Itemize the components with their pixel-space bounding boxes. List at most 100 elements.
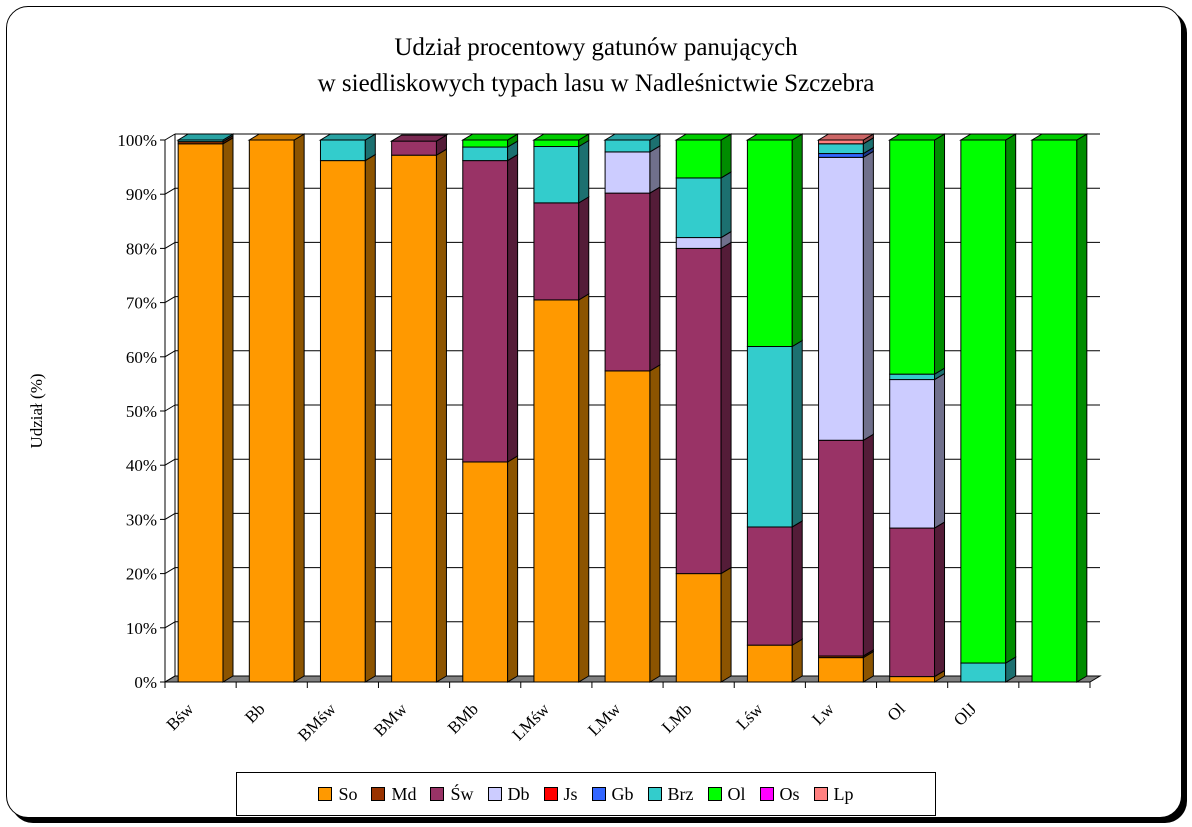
legend-item: So bbox=[318, 784, 357, 805]
bar-stack bbox=[532, 133, 591, 683]
bar-stack bbox=[674, 133, 733, 683]
bar-segment-side bbox=[862, 433, 874, 657]
bar-segment bbox=[818, 153, 864, 158]
bar-segment-side bbox=[507, 153, 519, 463]
bar-segment bbox=[818, 143, 864, 155]
bar-segment bbox=[604, 192, 651, 372]
gridline-side bbox=[164, 133, 176, 141]
bar-stack bbox=[745, 133, 805, 683]
bar-segment-side bbox=[791, 520, 803, 647]
gridline-side bbox=[164, 241, 176, 249]
y-tick-label: 10% bbox=[126, 619, 157, 638]
bar-top bbox=[674, 133, 733, 141]
gridline-side bbox=[164, 296, 176, 304]
gridline-side bbox=[164, 404, 176, 412]
bar-segment-side bbox=[934, 521, 946, 678]
bar-segment bbox=[818, 439, 864, 657]
bar-segment bbox=[462, 160, 509, 463]
bar-top bbox=[389, 134, 449, 142]
bar-segment bbox=[462, 146, 509, 162]
bar-segment-side bbox=[934, 372, 946, 529]
bar-segment bbox=[604, 139, 651, 153]
bar-top bbox=[532, 133, 591, 141]
legend-swatch bbox=[759, 787, 774, 801]
legend-label: Św bbox=[450, 783, 474, 804]
legend-swatch bbox=[487, 787, 502, 801]
y-tick-label: 70% bbox=[126, 294, 157, 313]
legend-swatch bbox=[707, 787, 722, 801]
legend-swatch bbox=[318, 787, 333, 801]
bar-stack bbox=[247, 133, 306, 683]
y-tick-label: 20% bbox=[126, 565, 157, 584]
bar-segment bbox=[889, 379, 936, 529]
bar-segment-side bbox=[578, 195, 590, 301]
bar-segment-side bbox=[222, 136, 234, 683]
bar-segment-side bbox=[720, 566, 732, 683]
bar-segment bbox=[746, 139, 793, 348]
gridline-side bbox=[164, 621, 176, 629]
bar-segment-side bbox=[1005, 133, 1017, 664]
gridline-side bbox=[164, 458, 176, 466]
y-axis-title: Udział (%) bbox=[27, 373, 46, 448]
bar-segment bbox=[533, 139, 580, 148]
bar-segment bbox=[818, 156, 864, 441]
legend-swatch bbox=[813, 787, 828, 801]
legend-item: Os bbox=[759, 784, 800, 805]
bar-segment bbox=[960, 139, 1007, 664]
x-tick-label: LMśw bbox=[508, 699, 553, 744]
bar-segment bbox=[248, 139, 295, 683]
legend-item: Św bbox=[430, 783, 474, 805]
legend-item: Ol bbox=[707, 784, 746, 805]
y-tick-label: 80% bbox=[126, 239, 157, 258]
bar-segment-side bbox=[720, 171, 732, 239]
bar-segment bbox=[675, 237, 722, 249]
x-tick-label: Bśw bbox=[163, 699, 198, 734]
x-tick-label: LMw bbox=[584, 699, 625, 740]
bar-segment bbox=[533, 202, 580, 301]
bar-segment-side bbox=[934, 133, 946, 376]
bar-stack bbox=[460, 133, 520, 683]
bar-top bbox=[745, 133, 805, 141]
bar-top bbox=[816, 133, 876, 141]
y-tick-label: 40% bbox=[126, 456, 157, 475]
legend-item: Db bbox=[487, 784, 530, 805]
bar-top bbox=[959, 133, 1018, 141]
bar-segment bbox=[319, 160, 366, 683]
bar-segment bbox=[462, 139, 509, 148]
chart-legend: So Md Św Db Js Gb Brz Ol Os Lp bbox=[236, 772, 936, 816]
chart-title-line1: Udział procentowy gatunów panujących bbox=[394, 34, 798, 61]
legend-swatch bbox=[371, 787, 386, 801]
x-tick-label: BMśw bbox=[294, 699, 340, 745]
bar-segment bbox=[391, 154, 437, 683]
bar-segment bbox=[818, 657, 864, 683]
legend-swatch bbox=[543, 787, 558, 801]
bar-stack bbox=[816, 133, 876, 683]
bar-segment-side bbox=[507, 455, 519, 683]
legend-swatch bbox=[430, 787, 445, 801]
bar-segment-side bbox=[578, 293, 590, 683]
bar-segment bbox=[462, 461, 509, 683]
bar-segment-side bbox=[364, 153, 376, 683]
x-tick-label: Lśw bbox=[732, 699, 767, 734]
bar-segment bbox=[675, 247, 722, 575]
bar-segment bbox=[604, 370, 651, 683]
bar-top bbox=[318, 133, 378, 141]
gridline-side bbox=[164, 512, 176, 520]
bar-segment-side bbox=[578, 139, 590, 204]
bar-segment bbox=[889, 373, 936, 381]
chart-title: Udział procentowy gatunów panujących w s… bbox=[0, 30, 1192, 102]
bar-stack bbox=[176, 133, 235, 683]
gridline-side bbox=[164, 675, 176, 683]
chart-title-line2: w siedliskowych typach lasu w Nadleśnict… bbox=[317, 70, 875, 97]
bar-segment bbox=[675, 139, 722, 179]
bar-segment bbox=[391, 140, 437, 156]
bar-segment bbox=[675, 573, 722, 683]
bar-segment-side bbox=[720, 241, 732, 575]
bar-top bbox=[460, 133, 520, 141]
legend-label: Gb bbox=[611, 783, 634, 804]
bar-top bbox=[247, 133, 306, 141]
bar-segment bbox=[818, 139, 864, 145]
x-tick-label: LMb bbox=[658, 699, 695, 736]
legend-label: Md bbox=[391, 783, 417, 804]
